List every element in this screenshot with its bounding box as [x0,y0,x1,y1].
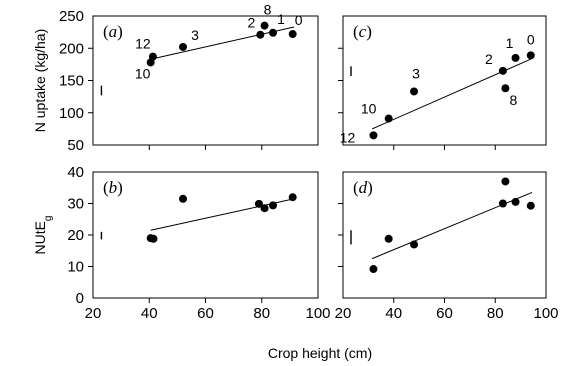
point-label: 10 [361,101,377,117]
point-label: 2 [247,15,255,31]
data-point [256,30,265,39]
x-tick-label: 20 [335,305,352,322]
point-label: 8 [264,2,272,18]
data-point [288,30,297,39]
data-point [260,204,269,213]
data-point [148,52,157,61]
x-tick-label: 40 [385,305,402,322]
panel-c: 12 10 3 2 8 1 0 (c) [338,15,547,150]
data-point [498,66,507,75]
y-tick-label: 0 [76,290,84,307]
fit-line [371,58,533,130]
panel-frame [342,15,547,146]
data-point [369,131,378,140]
point-label: 1 [277,11,285,27]
panel-letter: (d) [353,178,373,197]
point-label: 12 [340,129,356,145]
data-point [254,199,263,208]
panel-letter: (a) [103,22,123,41]
point-label: 3 [412,65,420,81]
x-tick-label: 60 [436,305,453,322]
point-label: 8 [510,92,518,108]
panel-d: 20 40 60 80 100 (d) [335,171,559,322]
data-point [288,193,297,202]
y-tick-label: 20 [67,227,84,244]
data-point [526,201,535,210]
x-tick-label: 80 [487,305,504,322]
y-tick-label: 10 [67,259,84,276]
y-axis-title: NUtEg [32,215,54,254]
data-point [410,87,419,96]
point-label: 12 [135,36,151,52]
data-point [384,234,393,243]
x-tick-label: 20 [85,305,102,322]
data-point [501,84,510,93]
y-axis-title: N uptake (kg/ha) [32,29,48,133]
y-tick-label: 200 [59,40,84,57]
point-label: 1 [506,35,514,51]
y-tick-label: 40 [67,164,84,181]
point-label: 0 [295,12,303,28]
point-label: 0 [527,31,535,47]
data-point [260,21,269,30]
y-tick-label: 150 [59,73,84,90]
data-point [511,197,520,206]
fit-line [371,192,533,260]
x-tick-label: 80 [253,305,270,322]
data-point [410,240,419,249]
x-tick-label: 60 [197,305,214,322]
data-point [269,201,277,210]
y-tick-label: 50 [67,137,84,154]
data-point [179,42,187,51]
panel-frame [92,15,319,146]
x-tick-label: 100 [305,305,330,322]
point-label: 10 [135,65,151,81]
panel-letter: (c) [353,22,372,41]
data-point [384,114,393,123]
data-point [179,194,187,203]
data-point [501,177,510,186]
y-tick-label: 100 [59,105,84,122]
data-point [269,28,277,37]
data-point [526,51,535,60]
panel-letter: (b) [103,178,123,197]
panel-b: 20 40 60 80 100 0 10 20 30 40 (b) NUtEg [32,164,331,322]
point-label: 2 [485,51,493,67]
data-point [498,199,507,208]
x-tick-label: 100 [533,305,558,322]
x-tick-label: 40 [141,305,158,322]
point-label: 3 [191,27,199,43]
data-point [369,265,378,274]
data-point [149,234,158,243]
panel-frame [342,171,547,299]
panel-frame [92,171,319,299]
y-tick-label: 250 [59,8,84,25]
data-point [511,53,520,62]
y-tick-label: 30 [67,196,84,213]
x-axis-title: Crop height (cm) [268,345,372,361]
